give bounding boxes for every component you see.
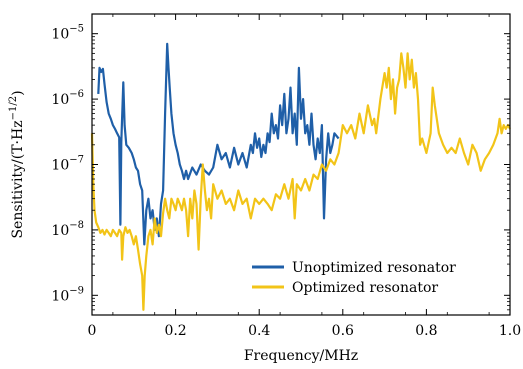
y-tick-label: 10−9 xyxy=(51,285,84,304)
x-axis-label: Frequency/MHz xyxy=(244,348,358,364)
y-tick-label-exponent: −8 xyxy=(69,220,84,231)
legend: Unoptimized resonator Optimized resonato… xyxy=(252,260,456,296)
series-layer xyxy=(90,42,511,311)
legend-label-unoptimized: Unoptimized resonator xyxy=(292,260,456,276)
y-axis-label: Sensitivity/(T·Hz−1/2) xyxy=(8,90,26,238)
y-tick-label-base: 10 xyxy=(51,223,69,239)
y-axis-label-suffix: ) xyxy=(10,90,26,95)
series-line-optimized xyxy=(90,52,511,311)
y-tick-label: 10−5 xyxy=(51,24,84,43)
y-tick-label: 10−6 xyxy=(51,89,84,108)
y-tick-label-base: 10 xyxy=(51,158,69,174)
y-tick-label: 10−8 xyxy=(51,220,84,239)
x-tick-label: 0 xyxy=(88,323,97,339)
x-tick-label: 1.0 xyxy=(499,323,521,339)
y-tick-label-base: 10 xyxy=(51,27,69,43)
y-tick-label-exponent: −9 xyxy=(69,285,84,296)
x-tick-label: 0.8 xyxy=(415,323,437,339)
y-tick-label-exponent: −6 xyxy=(69,89,84,100)
x-tick-label: 0.6 xyxy=(332,323,354,339)
y-tick-label: 10−7 xyxy=(51,155,84,174)
legend-label-optimized: Optimized resonator xyxy=(292,280,438,296)
y-axis-label-exponent: −1/2 xyxy=(8,96,19,120)
ticks-layer: 0 0.2 0.4 0.6 0.8 1.010−910−810−710−610−5 xyxy=(51,13,521,339)
y-tick-label-exponent: −5 xyxy=(69,24,84,35)
y-tick-label-base: 10 xyxy=(51,288,69,304)
x-tick-label: 0.4 xyxy=(248,323,270,339)
x-tick-label: 0.2 xyxy=(164,323,186,339)
y-axis-label-main: Sensitivity/(T·Hz xyxy=(10,120,26,238)
y-tick-label-exponent: −7 xyxy=(69,155,84,166)
series-line-unoptimized xyxy=(97,42,340,246)
y-tick-label-base: 10 xyxy=(51,92,69,108)
